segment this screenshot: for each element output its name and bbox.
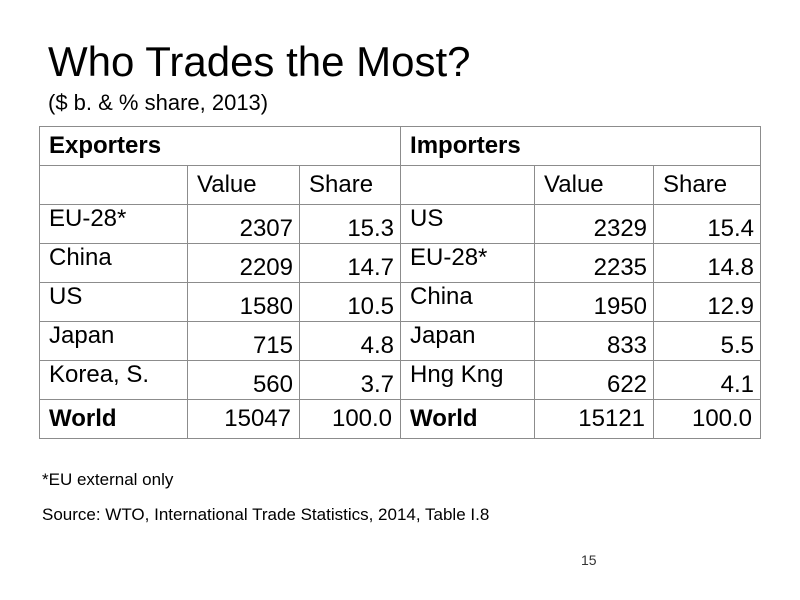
table-row: China 2209 14.7 EU-28* 2235 14.8 <box>39 243 762 283</box>
exporter-name: Japan <box>39 321 188 361</box>
table-row: Japan 715 4.8 Japan 833 5.5 <box>39 321 762 361</box>
exporter-world-value: 15047 <box>187 399 300 439</box>
importer-world-value: 15121 <box>534 399 655 439</box>
trade-table: Exporters Importers Value Share Value Sh… <box>38 126 762 439</box>
exporter-value: 715 <box>187 321 300 361</box>
importer-name: Japan <box>400 321 536 361</box>
exporter-share: 3.7 <box>298 360 402 400</box>
importer-name: Hng Kng <box>400 360 536 400</box>
exporter-world-share: 100.0 <box>298 399 402 439</box>
importer-share: 14.8 <box>653 243 762 283</box>
importer-share: 12.9 <box>653 282 762 322</box>
importers-name-column-header <box>400 165 536 205</box>
source-note: Source: WTO, International Trade Statist… <box>42 505 490 524</box>
footnote: *EU external only <box>42 470 174 489</box>
importer-value: 833 <box>534 321 655 361</box>
importers-value-column-header: Value <box>534 165 655 205</box>
importer-name: China <box>400 282 536 322</box>
importer-world-share: 100.0 <box>653 399 762 439</box>
exporters-name-column-header <box>39 165 188 205</box>
table-row: EU-28* 2307 15.3 US 2329 15.4 <box>39 204 762 244</box>
table-row-world: World 15047 100.0 World 15121 100.0 <box>39 399 762 439</box>
exporter-name: China <box>39 243 188 283</box>
importer-share: 4.1 <box>653 360 762 400</box>
exporter-value: 560 <box>187 360 300 400</box>
exporter-share: 15.3 <box>298 204 402 244</box>
table-group-header-row: Exporters Importers <box>38 126 762 166</box>
exporters-header: Exporters <box>38 126 402 166</box>
importer-value: 1950 <box>534 282 655 322</box>
importers-header: Importers <box>400 126 762 166</box>
table-row: US 1580 10.5 China 1950 12.9 <box>39 282 762 322</box>
importer-share: 5.5 <box>653 321 762 361</box>
importers-share-column-header: Share <box>653 165 762 205</box>
exporter-name: EU-28* <box>39 204 188 244</box>
exporter-share: 10.5 <box>298 282 402 322</box>
exporter-share: 14.7 <box>298 243 402 283</box>
exporter-value: 2307 <box>187 204 300 244</box>
page-number: 15 <box>581 552 597 568</box>
importer-world-name: World <box>400 399 536 439</box>
exporter-name: US <box>39 282 188 322</box>
importer-value: 2235 <box>534 243 655 283</box>
page-title: Who Trades the Most? <box>48 38 471 85</box>
exporters-share-column-header: Share <box>298 165 402 205</box>
table-row: Korea, S. 560 3.7 Hng Kng 622 4.1 <box>39 360 762 400</box>
importer-share: 15.4 <box>653 204 762 244</box>
exporter-value: 1580 <box>187 282 300 322</box>
exporter-name: Korea, S. <box>39 360 188 400</box>
exporters-value-column-header: Value <box>187 165 300 205</box>
exporter-world-name: World <box>39 399 188 439</box>
table-column-header-row: Value Share Value Share <box>39 165 762 205</box>
page-subtitle: ($ b. & % share, 2013) <box>48 90 269 115</box>
importer-name: US <box>400 204 536 244</box>
importer-value: 622 <box>534 360 655 400</box>
exporter-value: 2209 <box>187 243 300 283</box>
importer-name: EU-28* <box>400 243 536 283</box>
importer-value: 2329 <box>534 204 655 244</box>
exporter-share: 4.8 <box>298 321 402 361</box>
